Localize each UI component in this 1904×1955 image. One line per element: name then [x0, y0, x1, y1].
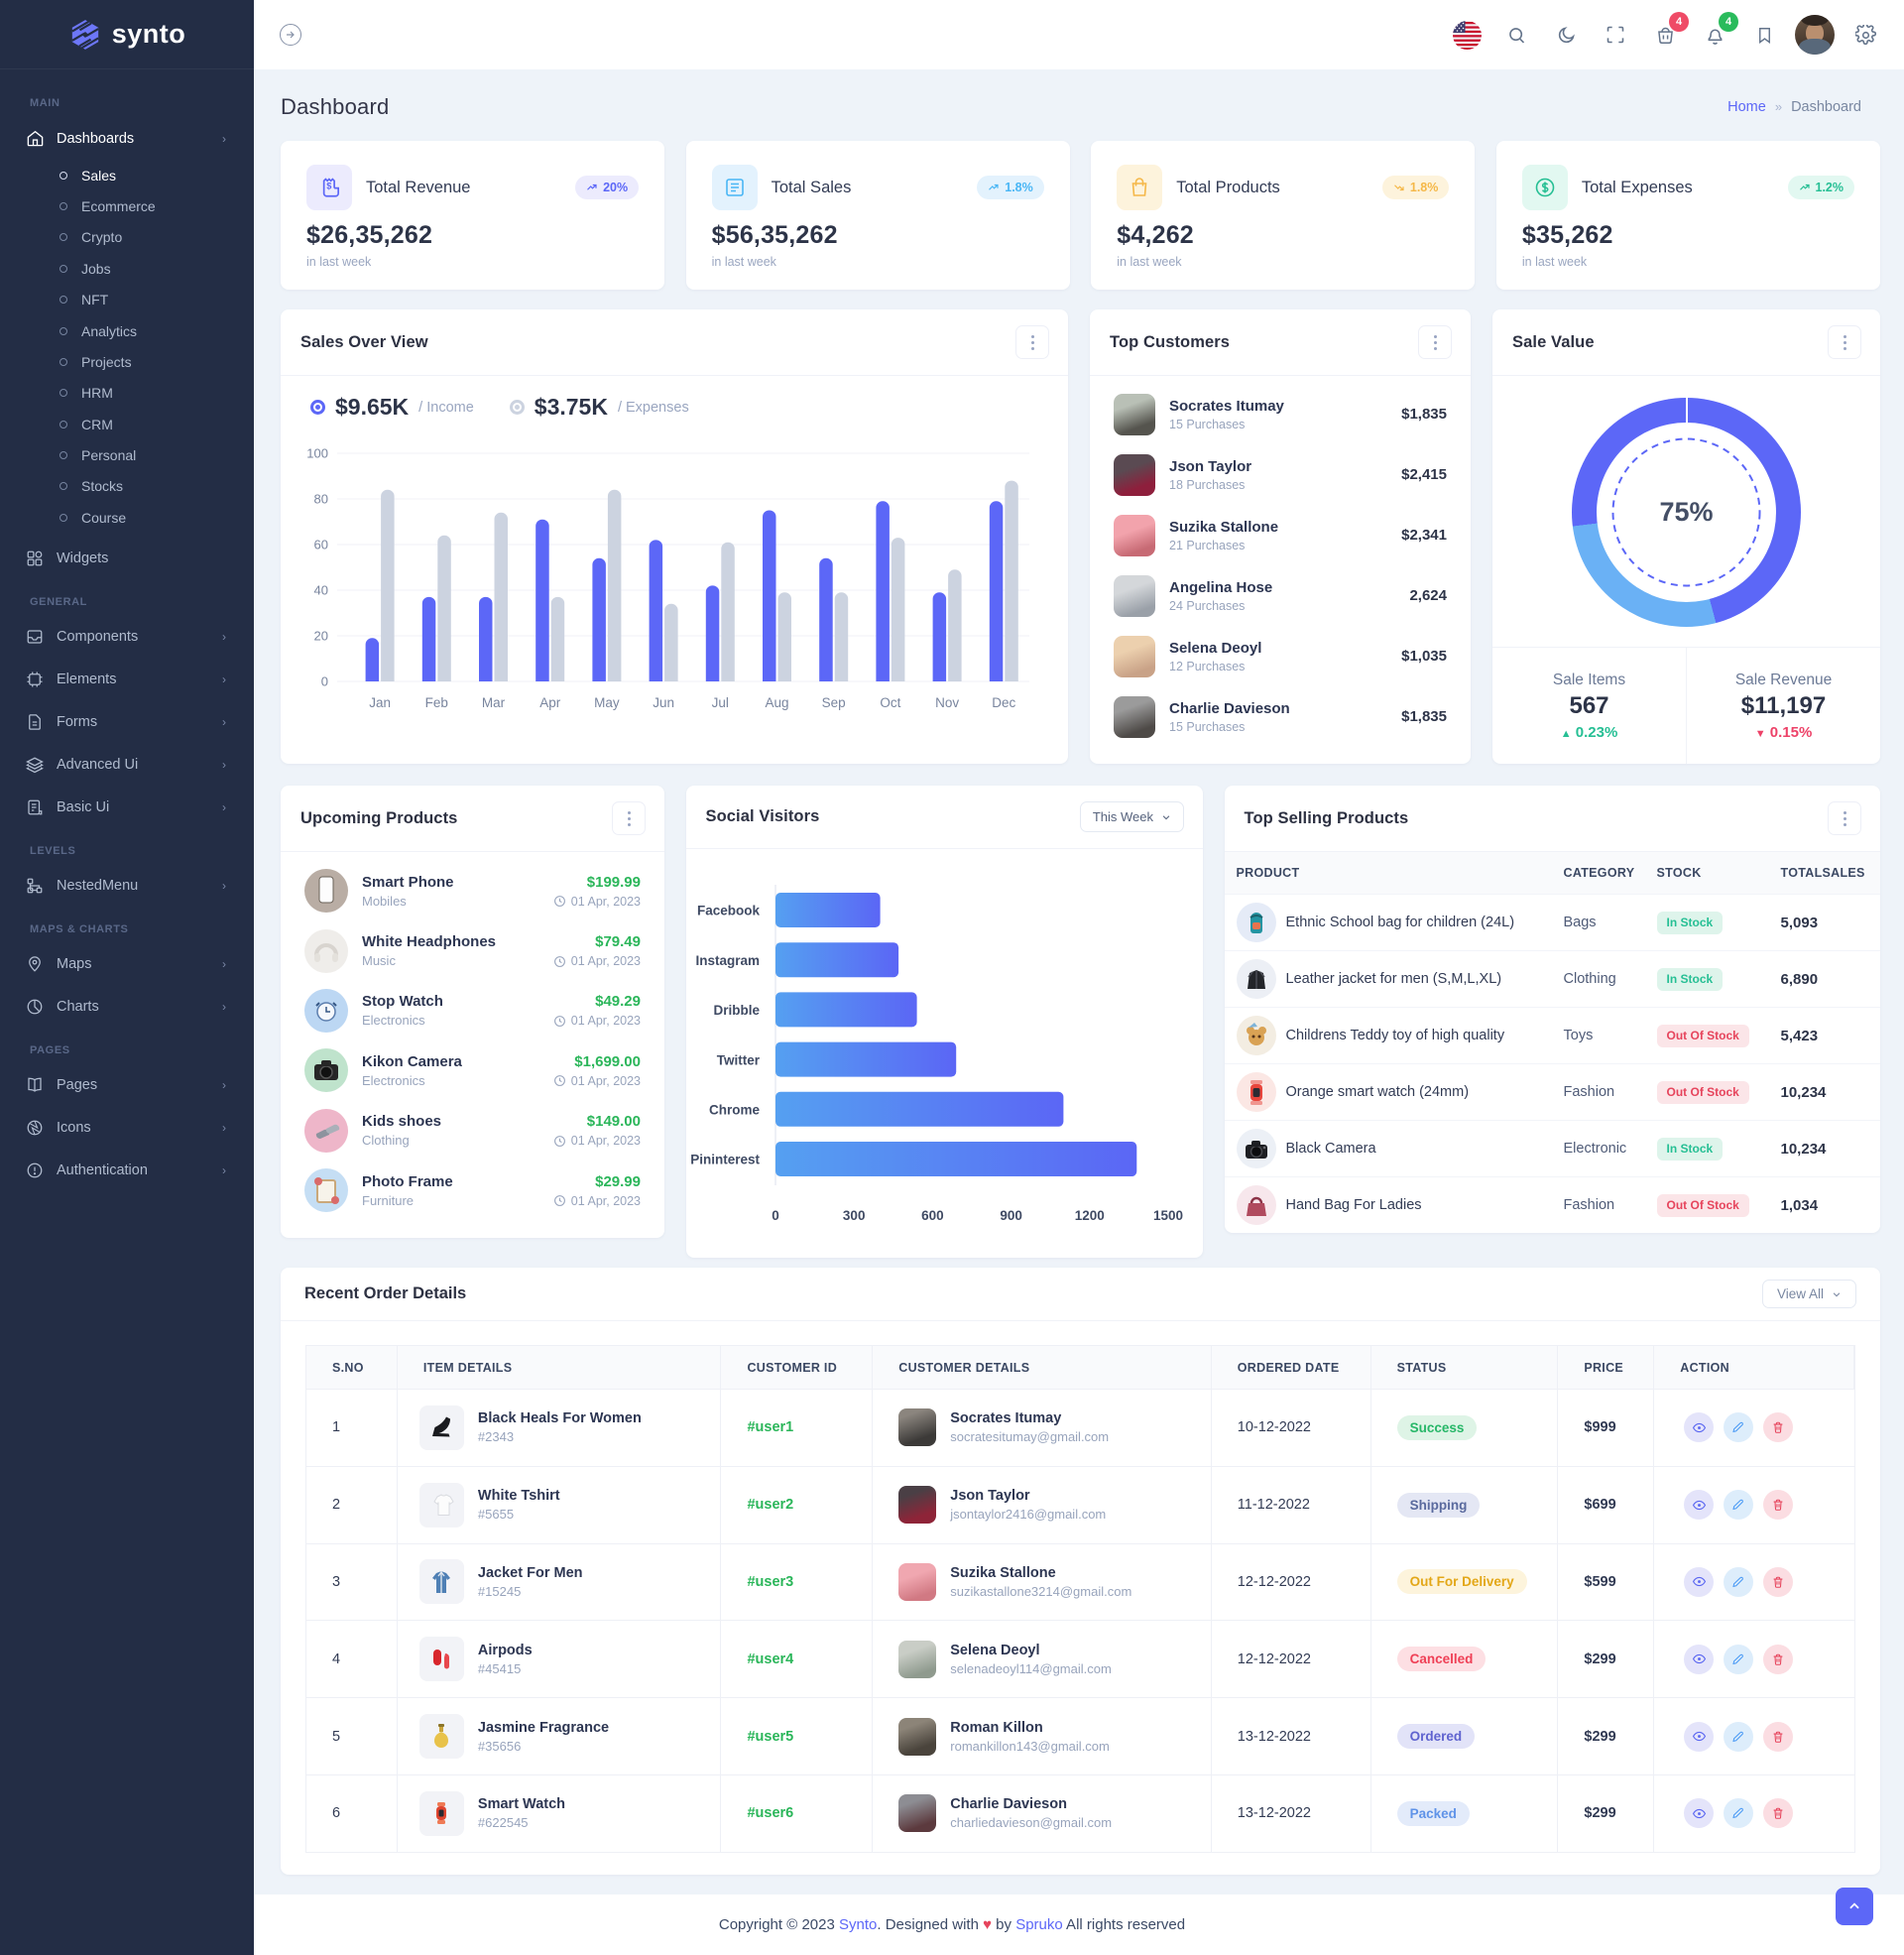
svg-text:Apr: Apr	[539, 695, 561, 710]
svg-text:20: 20	[314, 629, 328, 644]
svg-text:Jan: Jan	[369, 695, 391, 710]
svg-text:Jun: Jun	[653, 695, 674, 710]
svg-text:Pininterest: Pininterest	[690, 1153, 760, 1167]
svg-text:May: May	[594, 695, 620, 710]
svg-text:Oct: Oct	[880, 695, 900, 710]
svg-text:$: $	[326, 181, 331, 190]
svg-text:Dribble: Dribble	[713, 1003, 760, 1018]
svg-text:Twitter: Twitter	[716, 1052, 760, 1067]
svg-text:Chrome: Chrome	[708, 1103, 759, 1118]
svg-text:Sep: Sep	[822, 695, 846, 710]
svg-text:300: 300	[842, 1208, 865, 1223]
svg-text:60: 60	[314, 538, 328, 552]
svg-text:1200: 1200	[1074, 1208, 1104, 1223]
svg-text:Mar: Mar	[482, 695, 506, 710]
svg-text:Facebook: Facebook	[696, 904, 760, 918]
svg-text:0: 0	[321, 674, 328, 689]
svg-text:Jul: Jul	[712, 695, 729, 710]
svg-text:Feb: Feb	[425, 695, 448, 710]
svg-text:Dec: Dec	[992, 695, 1015, 710]
svg-text:0: 0	[772, 1208, 779, 1223]
svg-text:80: 80	[314, 492, 328, 507]
svg-text:40: 40	[314, 583, 328, 598]
svg-text:600: 600	[921, 1208, 944, 1223]
svg-text:Nov: Nov	[935, 695, 959, 710]
svg-text:1500: 1500	[1152, 1208, 1182, 1223]
svg-text:Instagram: Instagram	[695, 953, 760, 968]
svg-text:900: 900	[1000, 1208, 1022, 1223]
svg-text:100: 100	[306, 446, 328, 461]
svg-text:Aug: Aug	[765, 695, 788, 710]
